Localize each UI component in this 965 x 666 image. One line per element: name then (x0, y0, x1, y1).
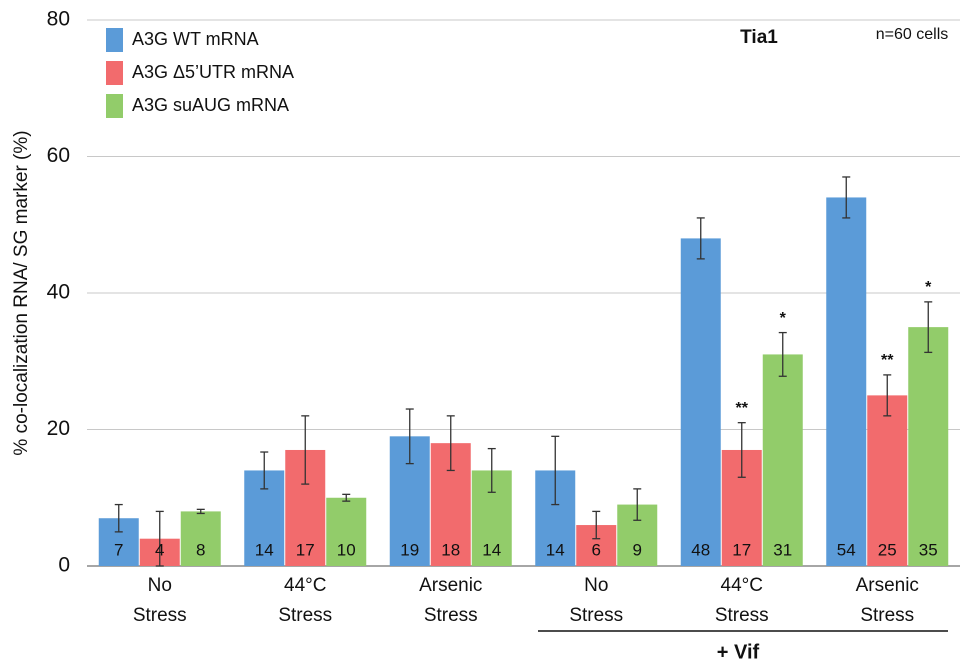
value-label: 17 (732, 540, 751, 559)
x-tick-label: Arsenic Stress (419, 575, 482, 626)
value-label: 17 (296, 540, 315, 559)
x-tick-line: Stress (424, 605, 478, 626)
value-label: 14 (546, 540, 565, 559)
value-label: 31 (773, 540, 792, 559)
legend-swatch (106, 94, 123, 118)
value-label: 10 (337, 540, 356, 559)
x-tick-line: Stress (569, 605, 623, 626)
x-tick-line: No (148, 575, 172, 596)
x-tick-line: Arsenic (419, 575, 482, 596)
legend-swatch (106, 28, 123, 52)
x-tick-line: 44°C (721, 575, 763, 596)
bar (826, 197, 867, 566)
bar (762, 354, 803, 566)
value-label: 4 (155, 540, 164, 559)
annotation: ** (736, 400, 749, 417)
y-tick-label: 40 (47, 281, 70, 304)
value-label: 14 (482, 540, 501, 559)
x-tick-line: Arsenic (856, 575, 919, 596)
x-tick-line: Stress (278, 605, 332, 626)
value-label: 19 (400, 540, 419, 559)
value-label: 25 (878, 540, 897, 559)
annotation: ** (881, 352, 894, 369)
y-tick-label: 60 (47, 144, 70, 167)
value-label: 8 (196, 540, 205, 559)
value-label: 18 (441, 540, 460, 559)
bar (680, 238, 721, 566)
chart-subtitle: n=60 cells (876, 26, 949, 43)
x-tick-line: Stress (715, 605, 769, 626)
group-label: + Vif (717, 641, 760, 663)
legend-label: A3G suAUG mRNA (132, 95, 289, 115)
x-tick-label: No Stress (569, 575, 623, 626)
bar (180, 511, 221, 566)
value-label: 6 (592, 540, 601, 559)
annotation: * (780, 310, 787, 327)
x-tick-label: Arsenic Stress (856, 575, 919, 626)
x-tick-label: No Stress (133, 575, 187, 626)
value-label: 35 (919, 540, 938, 559)
x-tick-label: 44°C Stress (715, 575, 769, 626)
legend-label: A3G Δ5’UTR mRNA (132, 62, 294, 82)
legend-swatch (106, 61, 123, 85)
x-tick-line: 44°C (284, 575, 326, 596)
y-axis-label: % co-localization RNA/ SG marker (%) (11, 130, 32, 455)
x-tick-line: No (584, 575, 608, 596)
x-tick-line: Stress (133, 605, 187, 626)
value-label: 54 (837, 540, 856, 559)
value-label: 7 (114, 540, 123, 559)
value-label: 48 (691, 540, 710, 559)
value-label: 14 (255, 540, 274, 559)
legend-label: A3G WT mRNA (132, 29, 259, 49)
x-tick-label: 44°C Stress (278, 575, 332, 626)
y-tick-label: 80 (47, 8, 70, 31)
chart-title: Tia1 (740, 27, 778, 48)
x-tick-line: Stress (860, 605, 914, 626)
y-tick-label: 0 (58, 554, 70, 577)
bar (908, 327, 949, 566)
y-tick-label: 20 (47, 417, 70, 440)
bar (867, 395, 908, 566)
bar (326, 497, 367, 566)
annotation: * (925, 279, 932, 296)
value-label: 9 (633, 540, 642, 559)
